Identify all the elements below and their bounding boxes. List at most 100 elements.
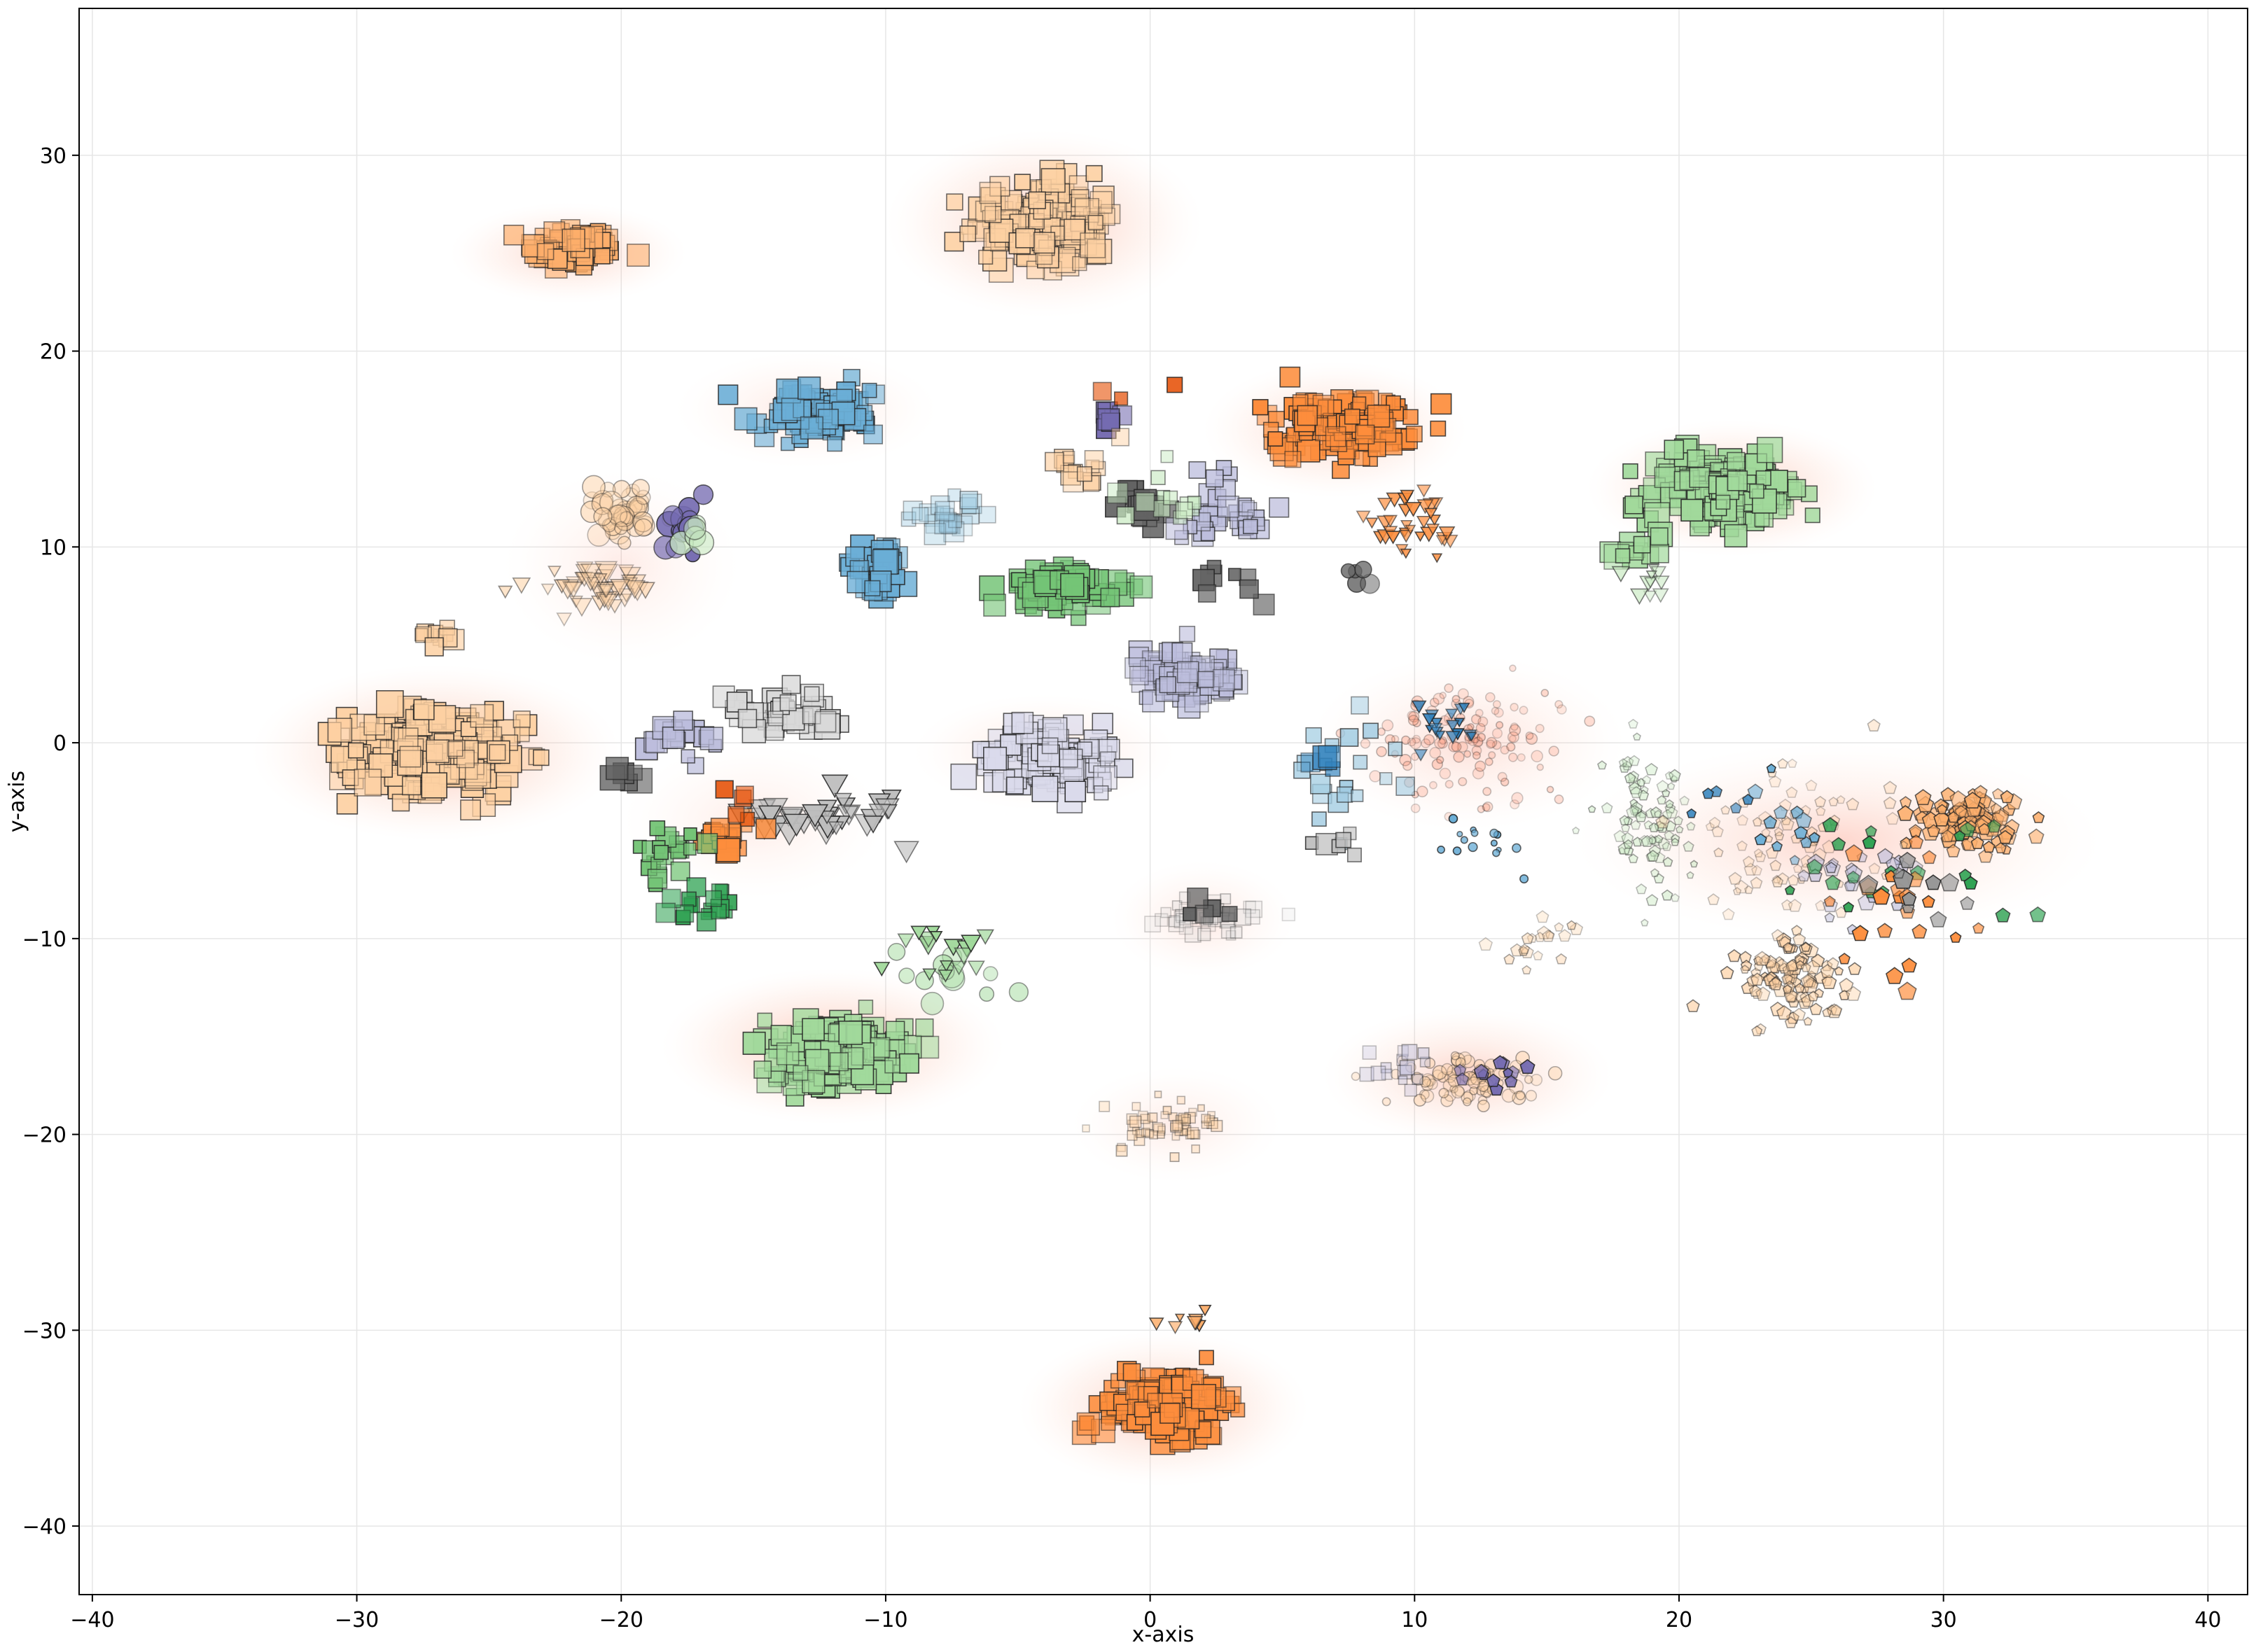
data-point [821,774,849,799]
data-point [1190,1384,1217,1410]
data-point [575,564,590,577]
data-point [1511,792,1524,804]
data-point [553,579,571,594]
data-point [514,726,530,743]
data-point [1727,470,1748,491]
data-point [1477,1099,1490,1112]
data-point [617,503,639,525]
data-point [943,521,965,542]
data-point [391,793,410,812]
data-point [770,1025,792,1046]
data-point [1082,1124,1090,1133]
data-point [421,772,447,799]
data-point [1171,642,1193,664]
data-point [1388,741,1403,757]
data-point [635,582,655,599]
cluster-triangle-30 [497,561,655,627]
data-point [757,1012,773,1028]
data-point [629,500,646,517]
data-point [424,637,444,657]
cluster-square-8 [979,556,1153,626]
data-point [1084,449,1104,470]
data-point [628,497,649,519]
data-point [1252,399,1269,416]
data-point [805,1049,830,1074]
y-tick-label: 10 [40,536,67,560]
data-point [1381,1097,1391,1107]
data-point [1451,694,1461,704]
data-point [1201,1114,1211,1124]
data-point [592,489,614,512]
data-point [1450,1051,1460,1060]
data-point [1456,830,1463,838]
data-point [1482,787,1492,797]
data-point [1279,366,1301,388]
cluster-square-22 [1095,401,1133,440]
data-point [1510,722,1519,732]
data-point [950,763,977,790]
data-point [885,1021,905,1041]
data-point [1412,1073,1423,1085]
data-point [1005,776,1024,794]
data-point [1129,666,1149,686]
data-point [1430,393,1452,415]
data-point [681,891,697,907]
data-point [1379,772,1393,785]
data-point [715,780,734,799]
data-point [598,584,615,598]
data-point [758,805,782,827]
data-point [1489,828,1499,839]
data-point [1547,1065,1563,1081]
data-point [1297,439,1321,463]
data-point [673,710,693,731]
data-point [1407,737,1416,747]
data-point [1175,501,1193,519]
data-point [893,841,919,864]
data-point [1402,409,1419,426]
data-point [1444,683,1454,693]
data-point [925,514,945,534]
data-point [1355,424,1375,444]
data-point [961,505,980,525]
data-point [1169,1152,1180,1163]
data-point [1014,174,1031,191]
data-point [609,498,631,519]
data-point [1100,587,1120,608]
x-tick-label: −20 [599,1608,643,1632]
data-point [1211,1119,1223,1133]
data-point [935,500,955,522]
marker-layer [317,160,2047,1455]
data-point [543,221,566,244]
data-point [697,833,718,854]
data-point [861,382,877,398]
y-tick-label: 20 [40,340,67,365]
data-point [619,510,634,525]
data-point [1325,426,1346,447]
data-point [1468,841,1478,853]
data-point [940,514,961,535]
data-point [587,581,609,601]
data-point [1519,874,1529,884]
data-point [1525,732,1534,740]
data-point [583,491,601,510]
data-point [898,967,915,984]
data-point [634,518,653,537]
data-point [1490,839,1498,847]
data-point [1500,745,1510,755]
data-point [1491,706,1500,715]
x-tick-label: −40 [70,1608,114,1632]
data-point [1107,482,1129,504]
data-point [1488,751,1496,760]
data-point [620,487,640,507]
data-point [614,521,628,536]
data-point [1756,437,1783,463]
y-tick-label: −20 [22,1124,67,1148]
data-point [1205,469,1224,488]
data-point [1654,466,1676,489]
data-point [599,491,624,515]
data-point [1113,758,1134,778]
data-point [1421,738,1431,749]
cluster-square-5 [317,690,550,821]
data-point [1344,408,1360,425]
data-point [1141,1128,1150,1138]
